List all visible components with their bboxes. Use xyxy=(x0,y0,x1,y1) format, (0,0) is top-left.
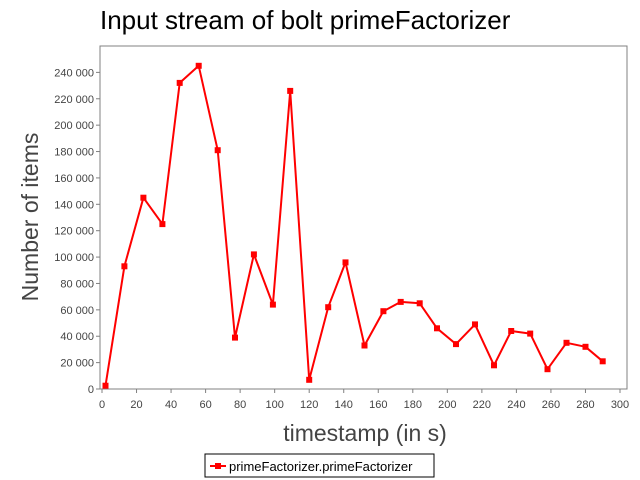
y-axis-label: Number of items xyxy=(17,133,43,302)
data-point xyxy=(232,334,238,341)
y-tick-label: 20 000 xyxy=(60,358,94,370)
legend-entry-label: primeFactorizer.primeFactorizer xyxy=(229,459,413,474)
plot-area xyxy=(99,45,628,390)
x-tick-label: 60 xyxy=(199,399,211,411)
x-tick-label: 240 xyxy=(507,399,525,411)
x-axis: 0 20 40 60 80 100 120 140 160 180 200 220 240 260 280 3… xyxy=(99,389,629,411)
data-point xyxy=(453,341,459,348)
data-point xyxy=(102,382,109,389)
y-tick-label: 120 000 xyxy=(54,226,94,238)
data-point xyxy=(121,263,128,270)
x-tick-label: 40 xyxy=(165,399,177,411)
x-tick-label: 0 xyxy=(99,399,105,411)
y-tick-label: 160 000 xyxy=(54,173,94,185)
data-point xyxy=(416,300,423,307)
y-tick-label: 100 000 xyxy=(54,252,94,264)
data-point xyxy=(544,366,551,373)
x-tick-label: 120 xyxy=(300,399,318,411)
data-point xyxy=(159,221,166,228)
y-axis: 0 20 000 40 000 60 000 80 000 100 000 120 000 1… xyxy=(54,67,100,396)
x-tick-label: 160 xyxy=(369,399,387,411)
data-point xyxy=(527,330,534,337)
data-point xyxy=(269,301,276,308)
x-tick-label: 260 xyxy=(542,399,560,411)
x-tick-label: 300 xyxy=(611,399,629,411)
y-tick-label: 60 000 xyxy=(60,305,94,317)
data-point xyxy=(472,321,478,328)
data-point xyxy=(491,362,497,369)
y-tick-label: 240 000 xyxy=(54,67,94,79)
y-tick-label: 220 000 xyxy=(54,94,94,106)
data-point xyxy=(176,79,183,86)
x-tick-label: 200 xyxy=(438,399,456,411)
data-point xyxy=(563,339,570,346)
x-tick-label: 100 xyxy=(265,399,283,411)
chart-title: Input stream of bolt primeFactorizer xyxy=(100,5,511,35)
legend-marker-swatch xyxy=(215,463,221,469)
x-axis-label: timestamp (in s) xyxy=(283,420,447,446)
y-tick-label: 80 000 xyxy=(60,278,94,290)
x-tick-label: 180 xyxy=(404,399,422,411)
data-point xyxy=(214,147,221,154)
legend-box xyxy=(204,453,435,478)
x-tick-label: 20 xyxy=(130,399,142,411)
y-tick-label: 140 000 xyxy=(54,199,94,211)
series-line xyxy=(104,64,604,386)
x-tick-label: 220 xyxy=(473,399,491,411)
y-tick-label: 200 000 xyxy=(54,120,94,132)
data-point xyxy=(195,62,202,69)
series-layer xyxy=(102,62,606,389)
data-point xyxy=(325,304,332,311)
data-point xyxy=(380,308,387,315)
data-point xyxy=(599,358,606,365)
y-tick-label: 0 xyxy=(88,384,94,396)
data-point xyxy=(361,342,368,349)
y-tick-label: 180 000 xyxy=(54,147,94,159)
data-point xyxy=(306,376,313,383)
data-point xyxy=(140,194,147,201)
legend: primeFactorizer.primeFactorizer xyxy=(204,453,435,478)
data-point xyxy=(434,325,440,332)
data-point xyxy=(287,87,294,94)
data-point xyxy=(250,251,257,258)
x-tick-label: 140 xyxy=(335,399,353,411)
data-point xyxy=(342,259,349,266)
data-point xyxy=(508,328,515,334)
y-tick-label: 40 000 xyxy=(60,331,94,343)
data-point xyxy=(582,343,589,350)
x-tick-label: 80 xyxy=(234,399,246,411)
data-point xyxy=(397,298,404,305)
x-tick-label: 280 xyxy=(576,399,594,411)
